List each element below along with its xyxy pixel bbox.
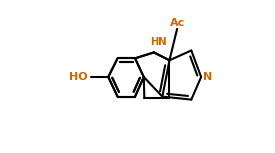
Text: HO: HO: [69, 72, 87, 82]
Text: N: N: [203, 72, 213, 82]
Text: N: N: [158, 37, 167, 47]
Text: H: H: [150, 37, 158, 47]
Text: Ac: Ac: [169, 18, 185, 28]
